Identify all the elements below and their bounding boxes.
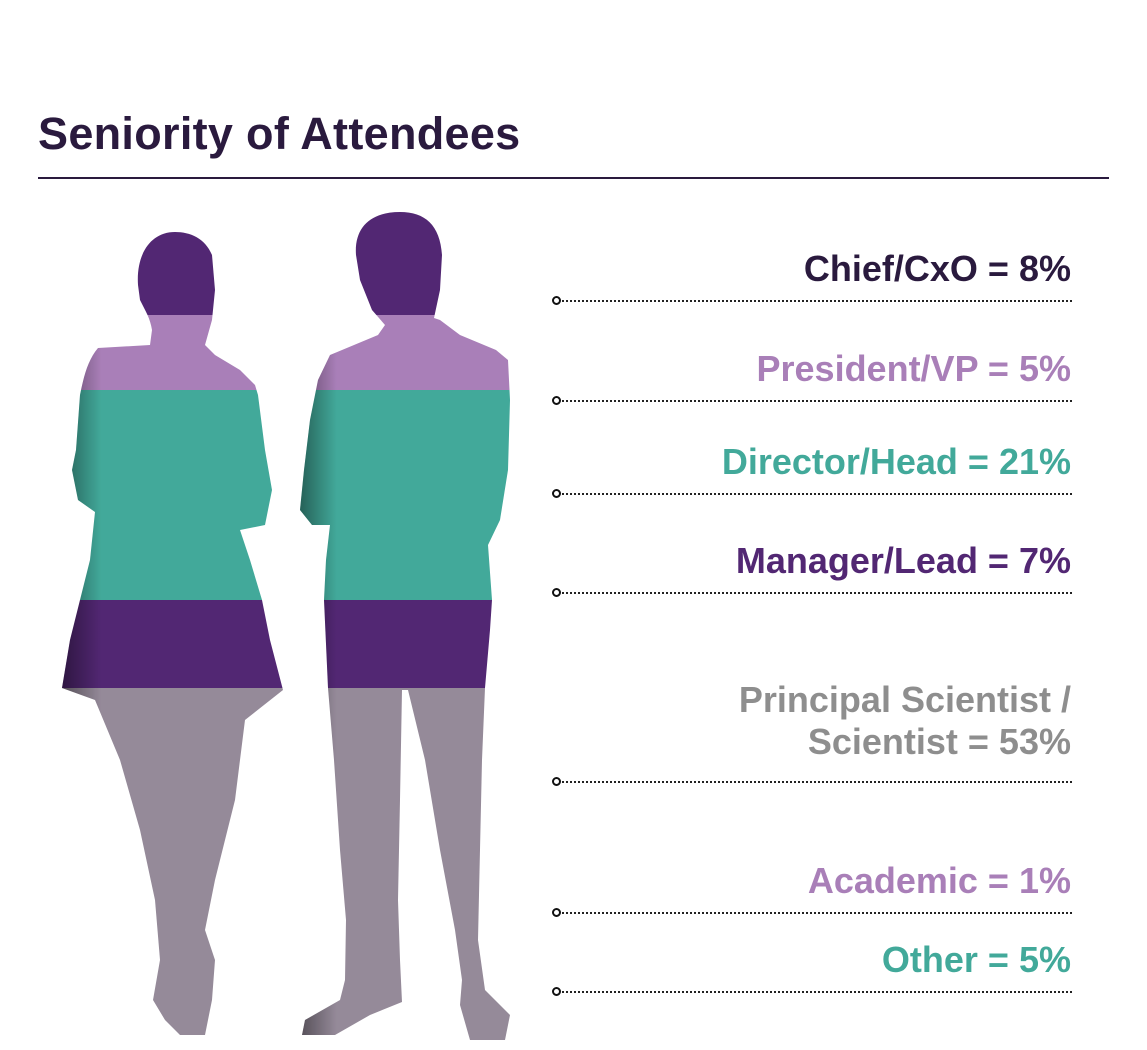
- leader-line: [552, 489, 1072, 498]
- title-divider: [38, 177, 1109, 179]
- leader-dot-icon: [552, 296, 561, 305]
- category-label-line: Manager/Lead = 7%: [735, 540, 1071, 581]
- category-label: Chief/CxO = 8%: [804, 248, 1071, 290]
- leader-line: [552, 588, 1072, 597]
- category-label: Director/Head = 21%: [722, 441, 1071, 483]
- category-label-line: Chief/CxO = 8%: [803, 248, 1071, 289]
- category-label: Other = 5%: [882, 939, 1071, 981]
- category-label: Manager/Lead = 7%: [736, 540, 1071, 582]
- category-label-line: Director/Head = 21%: [721, 441, 1071, 482]
- leader-line: [552, 396, 1072, 405]
- man-shading: [298, 212, 510, 1040]
- category-label-line: Scientist = 53%: [807, 721, 1071, 762]
- band-chief: [62, 212, 510, 315]
- category-label: Academic = 1%: [808, 860, 1071, 902]
- leader-dot-icon: [552, 987, 561, 996]
- leader-line: [552, 987, 1072, 996]
- leader-line: [552, 908, 1072, 917]
- leader-dot-icon: [552, 396, 561, 405]
- category-label-line: Other = 5%: [881, 939, 1071, 980]
- leader-dot-icon: [552, 777, 561, 786]
- leader-line: [552, 777, 1072, 786]
- category-label-line: President/VP = 5%: [756, 348, 1072, 389]
- leader-dot-icon: [552, 588, 561, 597]
- category-label-line: Principal Scientist /: [738, 679, 1071, 720]
- category-label-line: Academic = 1%: [807, 860, 1071, 901]
- chart-title: Seniority of Attendees: [38, 108, 521, 159]
- category-label: President/VP = 5%: [757, 348, 1072, 390]
- leader-dot-icon: [552, 489, 561, 498]
- leader-line: [552, 296, 1072, 305]
- woman-shading: [62, 212, 290, 1040]
- leader-dot-icon: [552, 908, 561, 917]
- category-label: Principal Scientist / Scientist = 53%: [739, 679, 1071, 763]
